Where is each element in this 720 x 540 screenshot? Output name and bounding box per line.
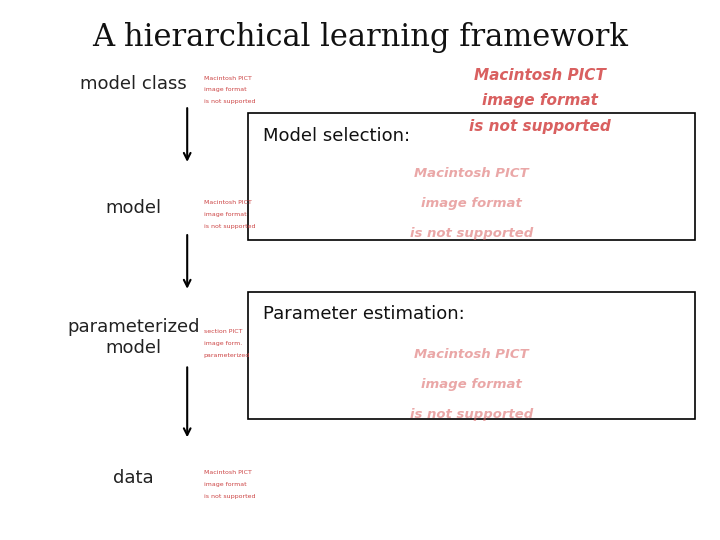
Text: model class: model class: [80, 75, 186, 93]
FancyBboxPatch shape: [248, 292, 695, 418]
Text: Macintosh PICT: Macintosh PICT: [474, 68, 606, 83]
Text: Macintosh PICT: Macintosh PICT: [204, 200, 251, 205]
Text: parameterized
model: parameterized model: [67, 318, 199, 357]
FancyBboxPatch shape: [248, 113, 695, 240]
Text: is not supported: is not supported: [204, 224, 256, 228]
Text: Macintosh PICT: Macintosh PICT: [414, 167, 529, 180]
Text: is not supported: is not supported: [469, 119, 611, 134]
Text: model: model: [105, 199, 161, 217]
Text: is not supported: is not supported: [410, 408, 534, 421]
Text: A hierarchical learning framework: A hierarchical learning framework: [92, 22, 628, 52]
Text: data: data: [113, 469, 153, 487]
Text: Parameter estimation:: Parameter estimation:: [263, 305, 464, 323]
Text: is not supported: is not supported: [204, 99, 256, 104]
Text: is not supported: is not supported: [204, 494, 256, 498]
Text: Model selection:: Model selection:: [263, 127, 410, 145]
Text: image format: image format: [204, 212, 246, 217]
Text: image format: image format: [482, 93, 598, 109]
Text: image format: image format: [204, 482, 246, 487]
Text: image format: image format: [421, 378, 522, 391]
Text: parameterized: parameterized: [204, 353, 250, 358]
Text: image format: image format: [421, 197, 522, 210]
Text: image format: image format: [204, 87, 246, 92]
Text: is not supported: is not supported: [410, 227, 534, 240]
Text: Macintosh PICT: Macintosh PICT: [204, 76, 251, 80]
Text: Macintosh PICT: Macintosh PICT: [414, 348, 529, 361]
Text: Macintosh PICT: Macintosh PICT: [204, 470, 251, 475]
Text: section PICT: section PICT: [204, 329, 242, 334]
Text: image form.: image form.: [204, 341, 242, 346]
